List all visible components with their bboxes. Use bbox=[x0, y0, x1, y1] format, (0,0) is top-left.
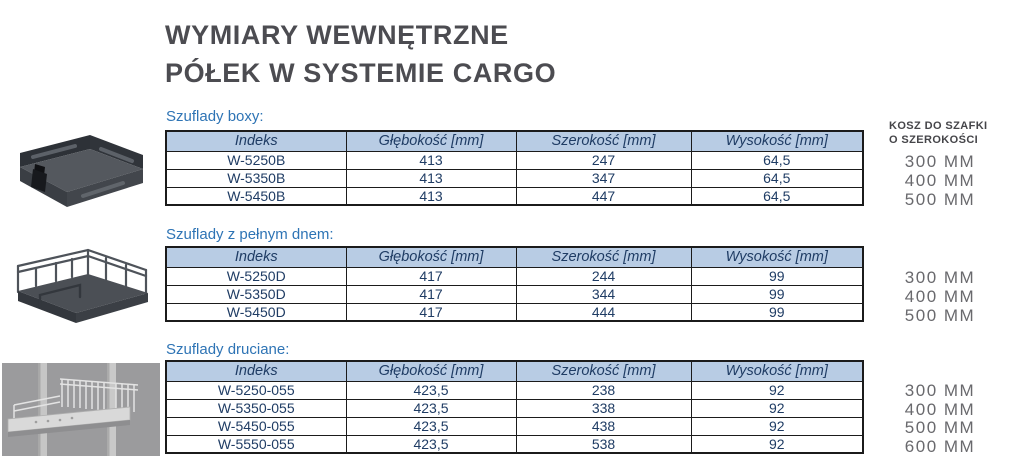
table-cell: W-5250-055 bbox=[165, 380, 347, 400]
basket-width-value: 500 MM bbox=[904, 190, 976, 209]
table-cell: 423,5 bbox=[345, 398, 517, 418]
column-header-wysokosc: Wysokość [mm] bbox=[690, 360, 864, 382]
page-title: WYMIARY WEWNĘTRZNE PÓŁEK W SYSTEMIE CARG… bbox=[165, 16, 556, 92]
table-row: W-5250B 413 247 64,5 bbox=[165, 150, 864, 170]
basket-width-value: 300 MM bbox=[904, 381, 976, 400]
table-cell: 99 bbox=[690, 266, 864, 286]
table-cell: 92 bbox=[690, 398, 864, 418]
basket-width-header-line1: KOSZ DO SZAFKI bbox=[889, 120, 988, 132]
basket-width-value: 400 MM bbox=[904, 399, 976, 419]
table-row: W-5550-055 423,5 538 92 bbox=[165, 434, 864, 454]
table-cell: 417 bbox=[345, 266, 517, 286]
table-cell: W-5450D bbox=[165, 302, 347, 322]
table-cell: 99 bbox=[690, 302, 864, 322]
table-szuflady-druciane: Indeks Głębokość [mm] Szerokość [mm] Wys… bbox=[165, 360, 864, 454]
table-cell: W-5450B bbox=[165, 186, 347, 206]
column-header-szerokosc: Szerokość [mm] bbox=[515, 360, 692, 382]
table-cell: 347 bbox=[515, 168, 692, 188]
column-header-indeks: Indeks bbox=[165, 246, 347, 268]
table-szuflady-z-pelnym-dnem: Indeks Głębokość [mm] Szerokość [mm] Wys… bbox=[165, 246, 864, 322]
wire-drawer-photo-image bbox=[2, 363, 160, 456]
box-drawer-image bbox=[20, 135, 143, 207]
table-cell: 417 bbox=[345, 302, 517, 322]
table-cell: 423,5 bbox=[345, 416, 517, 436]
basket-width-value: 400 MM bbox=[904, 171, 976, 190]
table-cell: 244 bbox=[515, 266, 692, 286]
table-szuflady-boxy: Indeks Głębokość [mm] Szerokość [mm] Wys… bbox=[165, 130, 864, 206]
table-cell: 92 bbox=[690, 380, 864, 400]
basket-widths-group-pelne-dno: 300 MM 400 MM 500 MM bbox=[884, 268, 996, 325]
basket-width-value: 300 MM bbox=[904, 268, 976, 287]
column-header-indeks: Indeks bbox=[165, 130, 347, 152]
table-cell: W-5350D bbox=[165, 284, 347, 304]
column-header-indeks: Indeks bbox=[165, 360, 347, 382]
table-cell: 417 bbox=[345, 284, 517, 304]
table-cell: 413 bbox=[345, 150, 517, 170]
table-cell: 92 bbox=[690, 416, 864, 436]
section-label-szuflady-z-pelnym-dnem: Szuflady z pełnym dnem: bbox=[166, 226, 334, 243]
table-header-row: Indeks Głębokość [mm] Szerokość [mm] Wys… bbox=[165, 130, 864, 152]
table-cell: 447 bbox=[515, 186, 692, 206]
basket-width-value: 500 MM bbox=[904, 418, 976, 437]
table-cell: 444 bbox=[515, 302, 692, 322]
page-title-line2: PÓŁEK W SYSTEMIE CARGO bbox=[165, 58, 557, 88]
table-cell: 338 bbox=[515, 398, 692, 418]
table-cell: W-5250B bbox=[165, 150, 347, 170]
table-cell: 64,5 bbox=[690, 168, 864, 188]
table-row: W-5350B 413 347 64,5 bbox=[165, 168, 864, 188]
basket-widths-group-boxy: 300 MM 400 MM 500 MM bbox=[884, 152, 996, 209]
table-cell: 538 bbox=[515, 434, 692, 454]
table-cell: W-5350-055 bbox=[165, 398, 347, 418]
table-row: W-5450-055 423,5 438 92 bbox=[165, 416, 864, 436]
table-cell: 423,5 bbox=[345, 380, 517, 400]
table-cell: 64,5 bbox=[690, 186, 864, 206]
table-cell: 438 bbox=[515, 416, 692, 436]
full-bottom-drawer-image bbox=[16, 248, 148, 323]
table-row: W-5450B 413 447 64,5 bbox=[165, 186, 864, 206]
page-title-line1: WYMIARY WEWNĘTRZNE bbox=[165, 20, 509, 50]
table-row: W-5350-055 423,5 338 92 bbox=[165, 398, 864, 418]
table-cell: 423,5 bbox=[345, 434, 517, 454]
table-row: W-5450D 417 444 99 bbox=[165, 302, 864, 322]
table-cell: W-5350B bbox=[165, 168, 347, 188]
basket-width-value: 500 MM bbox=[904, 306, 976, 325]
basket-width-value: 300 MM bbox=[904, 152, 976, 171]
table-row: W-5350D 417 344 99 bbox=[165, 284, 864, 304]
table-cell: 247 bbox=[515, 150, 692, 170]
table-row: W-5250-055 423,5 238 92 bbox=[165, 380, 864, 400]
basket-width-value: 600 MM bbox=[904, 436, 976, 456]
table-cell: 413 bbox=[345, 186, 517, 206]
column-header-wysokosc: Wysokość [mm] bbox=[690, 246, 864, 268]
basket-width-header: KOSZ DO SZAFKI O SZEROKOŚCI bbox=[889, 119, 997, 147]
table-cell: W-5550-055 bbox=[165, 434, 347, 454]
table-cell: 238 bbox=[515, 380, 692, 400]
table-row: W-5250D 417 244 99 bbox=[165, 266, 864, 286]
column-header-glebokosc: Głębokość [mm] bbox=[345, 360, 517, 382]
basket-width-header-line2: O SZEROKOŚCI bbox=[889, 134, 979, 146]
table-cell: 92 bbox=[690, 434, 864, 454]
table-header-row: Indeks Głębokość [mm] Szerokość [mm] Wys… bbox=[165, 246, 864, 268]
column-header-glebokosc: Głębokość [mm] bbox=[345, 130, 517, 152]
section-label-szuflady-boxy: Szuflady boxy: bbox=[166, 108, 264, 125]
table-cell: 99 bbox=[690, 284, 864, 304]
basket-widths-group-druciane: 300 MM 400 MM 500 MM 600 MM bbox=[884, 381, 996, 456]
column-header-wysokosc: Wysokość [mm] bbox=[690, 130, 864, 152]
column-header-szerokosc: Szerokość [mm] bbox=[515, 130, 692, 152]
column-header-szerokosc: Szerokość [mm] bbox=[515, 246, 692, 268]
table-cell: W-5450-055 bbox=[165, 416, 347, 436]
table-cell: 413 bbox=[345, 168, 517, 188]
table-header-row: Indeks Głębokość [mm] Szerokość [mm] Wys… bbox=[165, 360, 864, 382]
basket-width-value: 400 MM bbox=[904, 287, 976, 306]
column-header-glebokosc: Głębokość [mm] bbox=[345, 246, 517, 268]
section-label-szuflady-druciane: Szuflady druciane: bbox=[166, 341, 290, 358]
table-cell: 64,5 bbox=[690, 150, 864, 170]
table-cell: 344 bbox=[515, 284, 692, 304]
table-cell: W-5250D bbox=[165, 266, 347, 286]
